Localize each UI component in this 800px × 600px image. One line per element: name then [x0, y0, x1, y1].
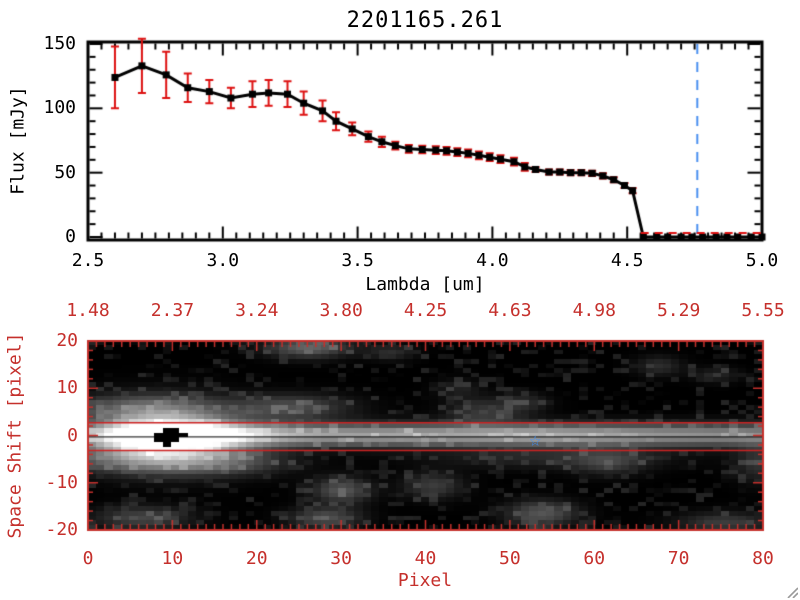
wavelength-label-top: 5.29	[656, 300, 701, 321]
xtick-label-plot2: 40	[414, 548, 437, 569]
plot-title: 2201165.261	[346, 8, 504, 33]
xtick-label-plot2: 60	[583, 548, 606, 569]
ytick-label-plot1: 0	[65, 226, 76, 247]
wavelength-label-top: 4.98	[572, 300, 616, 321]
xtick-label-plot1: 5.0	[745, 250, 779, 271]
ytick-label-plot2: 10	[56, 377, 78, 399]
wavelength-label-top: 4.63	[488, 300, 532, 321]
ytick-label-plot2: 20	[56, 330, 78, 351]
ytick-label-plot2: 0	[67, 424, 78, 446]
xtick-label-plot1: 3.5	[341, 250, 374, 271]
ytick-label-plot2: -20	[45, 519, 78, 540]
xtick-label-plot2: 70	[667, 548, 690, 569]
xtick-label-plot2: 50	[499, 548, 521, 569]
xtick-label-plot1: 4.0	[476, 250, 509, 271]
xtick-label-plot1: 2.5	[71, 250, 105, 271]
wavelength-label-top: 1.48	[66, 300, 110, 321]
xtick-label-plot2: 80	[752, 548, 774, 569]
xtick-label-plot2: 30	[330, 548, 352, 569]
resize-grip-icon[interactable]	[785, 585, 798, 598]
wavelength-label-top: 4.25	[403, 300, 448, 321]
xtick-label-plot2: 20	[245, 548, 268, 569]
xtick-label-plot2: 10	[161, 548, 184, 569]
wavelength-label-top: 3.80	[319, 300, 363, 321]
wavelength-label-top: 3.24	[235, 300, 279, 321]
ytick-label-plot1: 100	[43, 97, 76, 119]
xtick-label-plot2: 0	[82, 548, 94, 569]
xtick-label-plot1: 4.5	[610, 250, 644, 271]
xtick-label-plot1: 3.0	[206, 250, 240, 271]
pixel-axis-label: Pixel	[397, 570, 453, 591]
lambda-axis-label: Lambda [um]	[365, 274, 485, 295]
star-marker: ☆	[529, 427, 542, 452]
ytick-label-plot1: 50	[54, 161, 76, 183]
ytick-label-plot1: 150	[43, 33, 76, 54]
ytick-label-plot2: -10	[45, 471, 78, 493]
wavelength-label-top: 5.55	[741, 300, 785, 321]
wavelength-label-top: 2.37	[150, 300, 195, 321]
